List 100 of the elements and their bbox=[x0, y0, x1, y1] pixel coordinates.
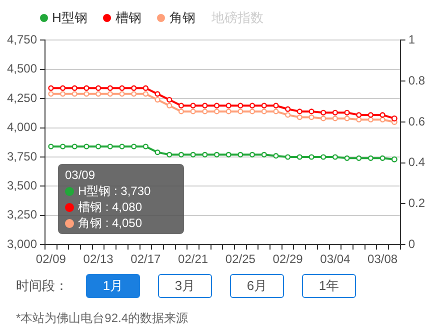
point bbox=[273, 102, 279, 108]
point bbox=[190, 152, 196, 158]
y2-tick-label: 0.8 bbox=[408, 73, 426, 88]
y-tick-label: 3,500 bbox=[7, 178, 38, 193]
point bbox=[72, 85, 78, 91]
point bbox=[119, 144, 125, 150]
point bbox=[226, 108, 232, 114]
point bbox=[190, 102, 196, 108]
point bbox=[154, 150, 160, 156]
point bbox=[166, 152, 172, 158]
annotation: 03/09 bbox=[65, 167, 96, 183]
point bbox=[356, 112, 362, 118]
point bbox=[296, 154, 302, 160]
point bbox=[273, 153, 279, 159]
point bbox=[178, 152, 184, 158]
point bbox=[380, 112, 386, 118]
point bbox=[142, 144, 148, 150]
point bbox=[344, 110, 350, 116]
point bbox=[48, 91, 54, 97]
point bbox=[261, 102, 267, 108]
point bbox=[320, 110, 326, 116]
point bbox=[190, 108, 196, 114]
point bbox=[391, 115, 398, 122]
point bbox=[296, 114, 302, 120]
x-tick-label: 02/09 bbox=[36, 252, 66, 266]
point bbox=[96, 85, 102, 91]
point bbox=[344, 155, 350, 161]
point bbox=[48, 85, 54, 91]
y-tick-label: 3,000 bbox=[7, 236, 38, 251]
point bbox=[368, 116, 374, 122]
point bbox=[84, 91, 90, 97]
point bbox=[391, 156, 398, 162]
range-button: 1年 bbox=[302, 274, 356, 298]
point bbox=[214, 108, 220, 114]
x-tick-label: 03/08 bbox=[368, 252, 398, 266]
point bbox=[332, 154, 338, 160]
point bbox=[60, 144, 66, 150]
point bbox=[60, 85, 66, 91]
point bbox=[119, 85, 125, 91]
y-tick-label: 3,750 bbox=[7, 149, 38, 164]
point bbox=[308, 114, 314, 120]
annotation: H型钢 : 3,730 bbox=[78, 183, 151, 199]
y2-tick-label: 0.2 bbox=[408, 196, 426, 210]
point bbox=[178, 102, 184, 108]
point bbox=[154, 96, 160, 103]
point bbox=[249, 102, 256, 108]
point bbox=[60, 91, 66, 97]
point bbox=[332, 116, 338, 122]
point bbox=[166, 102, 172, 108]
point bbox=[380, 155, 386, 161]
point bbox=[368, 155, 374, 161]
legend-label: 角钢 bbox=[169, 9, 196, 27]
x-tick-label: 02/21 bbox=[178, 252, 208, 266]
range-button: 6月 bbox=[230, 274, 284, 298]
point bbox=[166, 96, 172, 103]
point bbox=[119, 91, 125, 97]
x-tick-label: 02/17 bbox=[130, 252, 162, 266]
point bbox=[202, 152, 208, 158]
point bbox=[107, 85, 113, 91]
y-tick-label: 4,750 bbox=[7, 32, 38, 47]
point bbox=[84, 85, 90, 91]
legend-label: H型钢 bbox=[52, 9, 88, 27]
point bbox=[154, 91, 160, 97]
point bbox=[308, 154, 314, 160]
annotation: 槽钢 : 4,080 bbox=[78, 199, 142, 215]
point bbox=[72, 144, 78, 150]
point bbox=[285, 154, 291, 160]
point bbox=[320, 154, 326, 160]
point bbox=[356, 116, 362, 122]
point bbox=[285, 112, 291, 118]
point bbox=[226, 102, 232, 108]
point bbox=[214, 102, 220, 108]
text: *本站为佛山电台92.4的数据来源 bbox=[15, 310, 190, 327]
y2-tick-label: 0 bbox=[408, 236, 416, 251]
point bbox=[107, 91, 113, 97]
point bbox=[285, 106, 291, 112]
point bbox=[380, 116, 386, 122]
point bbox=[296, 108, 302, 114]
point bbox=[261, 108, 267, 114]
point bbox=[238, 152, 244, 158]
point bbox=[273, 108, 279, 114]
y-tick-label: 4,500 bbox=[7, 62, 38, 76]
y-tick-label: 4,250 bbox=[7, 90, 38, 105]
point bbox=[131, 91, 137, 97]
point bbox=[131, 144, 137, 150]
point bbox=[202, 102, 208, 108]
x-tick-label: 03/04 bbox=[320, 252, 351, 266]
x-tick-label: 02/29 bbox=[272, 252, 304, 266]
range-button: 3月 bbox=[158, 274, 212, 298]
point bbox=[142, 85, 148, 91]
x-tick-label: 02/13 bbox=[83, 252, 114, 266]
y2-tick-label: 1 bbox=[408, 32, 416, 47]
point bbox=[178, 108, 184, 114]
point bbox=[72, 91, 78, 97]
point bbox=[368, 112, 374, 118]
point bbox=[308, 108, 314, 114]
point bbox=[142, 91, 148, 97]
point bbox=[48, 144, 54, 150]
y-tick-label: 4,000 bbox=[7, 120, 38, 134]
point bbox=[107, 144, 113, 150]
